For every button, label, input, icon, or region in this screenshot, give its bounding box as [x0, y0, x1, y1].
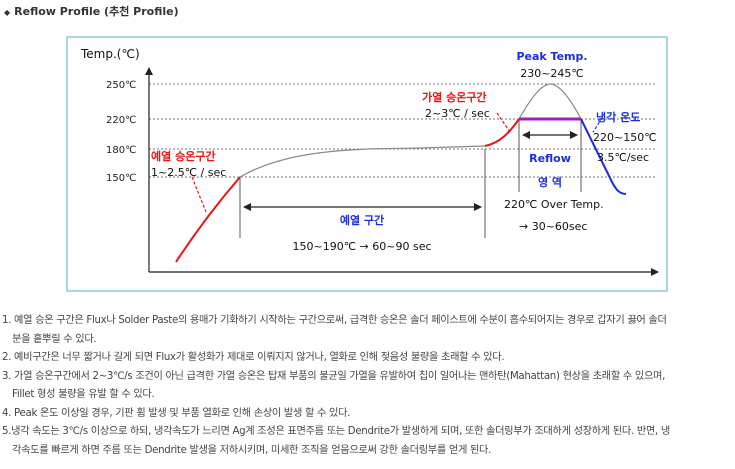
- cooling-leader: [592, 117, 603, 133]
- diamond-bullet-icon: ◆: [4, 8, 11, 17]
- section-heading: ◆ Reflow Profile (추천 Profile): [4, 3, 179, 19]
- tick-250: 250℃: [106, 80, 136, 91]
- heat-rise-rate: 2~3℃ / sec: [425, 107, 490, 120]
- heat-rise-curve: [484, 118, 520, 147]
- tick-180: 180℃: [106, 145, 136, 156]
- soak-curve: [239, 145, 486, 178]
- heading-text: Reflow Profile (추천 Profile): [14, 5, 179, 18]
- peak-curve: [518, 83, 582, 120]
- preheat-rise-rate: 1~2.5℃ / sec: [151, 166, 226, 179]
- note-4: 4. Peak 온도 이상일 경우, 기판 휨 발생 및 부품 열화로 인해 손…: [2, 407, 351, 419]
- reflow-zone-label: 영 역: [538, 175, 562, 189]
- reflow-profile-diagram: Temp.(℃) 250℃ 220℃ 180℃ 150℃ Peak Temp. …: [80, 47, 659, 276]
- preheat-rise-title: 예열 승온구간: [151, 149, 216, 163]
- note-1: 1. 예열 승온 구간은 Flux나 Solder Paste의 용매가 기화하…: [2, 315, 667, 345]
- y-axis-label: Temp.(℃): [80, 47, 140, 61]
- tick-150: 150℃: [106, 173, 136, 184]
- heat-rise-leader: [496, 112, 511, 133]
- cooling-range: 220~150℃: [593, 131, 657, 144]
- cooling-rate: 3.5℃/sec: [597, 151, 649, 164]
- heat-rise-title: 가열 승온구간: [422, 90, 487, 104]
- tick-220: 220℃: [106, 115, 136, 126]
- note-3: 3. 가열 승온구간에서 2~3℃/s 조건이 아닌 급격한 가열 승온은 탑재…: [2, 370, 666, 401]
- preheat-title: 예열 구간: [340, 213, 384, 227]
- notes-list: 1. 예열 승온 구간은 Flux나 Solder Paste의 용매가 기화하…: [2, 312, 732, 460]
- over-temp-label: 220℃ Over Temp.: [504, 198, 604, 211]
- peak-temp-range: 230~245℃: [520, 67, 584, 80]
- reflow-label: Reflow: [529, 152, 571, 165]
- note-5: 5.냉각 속도는 3℃/s 이상으로 하되, 냉각속도가 느리면 Ag계 조성은…: [2, 426, 670, 456]
- cooling-title: 냉각 온도: [596, 110, 640, 124]
- preheat-rise-curve: [175, 176, 241, 263]
- cooling-curve: [580, 118, 627, 195]
- preheat-rise-leader: [191, 176, 207, 213]
- preheat-desc: 150~190℃ → 60~90 sec: [292, 240, 431, 253]
- over-time-label: → 30~60sec: [519, 220, 587, 233]
- diagram-frame: [66, 36, 668, 292]
- note-2: 2. 예비구간은 너무 짧거나 길게 되면 Flux가 활성화가 제대로 이뤄지…: [2, 352, 505, 363]
- peak-temp-title: Peak Temp.: [516, 50, 587, 63]
